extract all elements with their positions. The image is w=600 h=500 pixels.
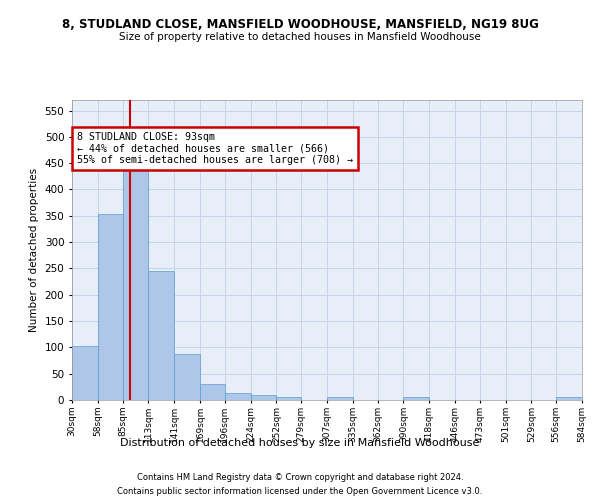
Bar	[98, 214, 122, 400]
Text: 8, STUDLAND CLOSE, MANSFIELD WOODHOUSE, MANSFIELD, NG19 8UG: 8, STUDLAND CLOSE, MANSFIELD WOODHOUSE, …	[62, 18, 538, 30]
Bar	[251, 396, 277, 400]
Bar	[277, 397, 301, 400]
Text: 8 STUDLAND CLOSE: 93sqm
← 44% of detached houses are smaller (566)
55% of semi-d: 8 STUDLAND CLOSE: 93sqm ← 44% of detache…	[77, 132, 353, 165]
Text: Contains public sector information licensed under the Open Government Licence v3: Contains public sector information licen…	[118, 486, 482, 496]
Bar	[122, 164, 148, 400]
Bar	[327, 398, 353, 400]
Text: Size of property relative to detached houses in Mansfield Woodhouse: Size of property relative to detached ho…	[119, 32, 481, 42]
Text: Distribution of detached houses by size in Mansfield Woodhouse: Distribution of detached houses by size …	[121, 438, 479, 448]
Bar	[556, 398, 582, 400]
Bar	[225, 393, 251, 400]
Bar	[148, 271, 174, 400]
Y-axis label: Number of detached properties: Number of detached properties	[29, 168, 39, 332]
Text: Contains HM Land Registry data © Crown copyright and database right 2024.: Contains HM Land Registry data © Crown c…	[137, 473, 463, 482]
Bar	[200, 384, 225, 400]
Bar	[403, 397, 429, 400]
Bar	[72, 346, 98, 400]
Bar	[174, 354, 200, 400]
